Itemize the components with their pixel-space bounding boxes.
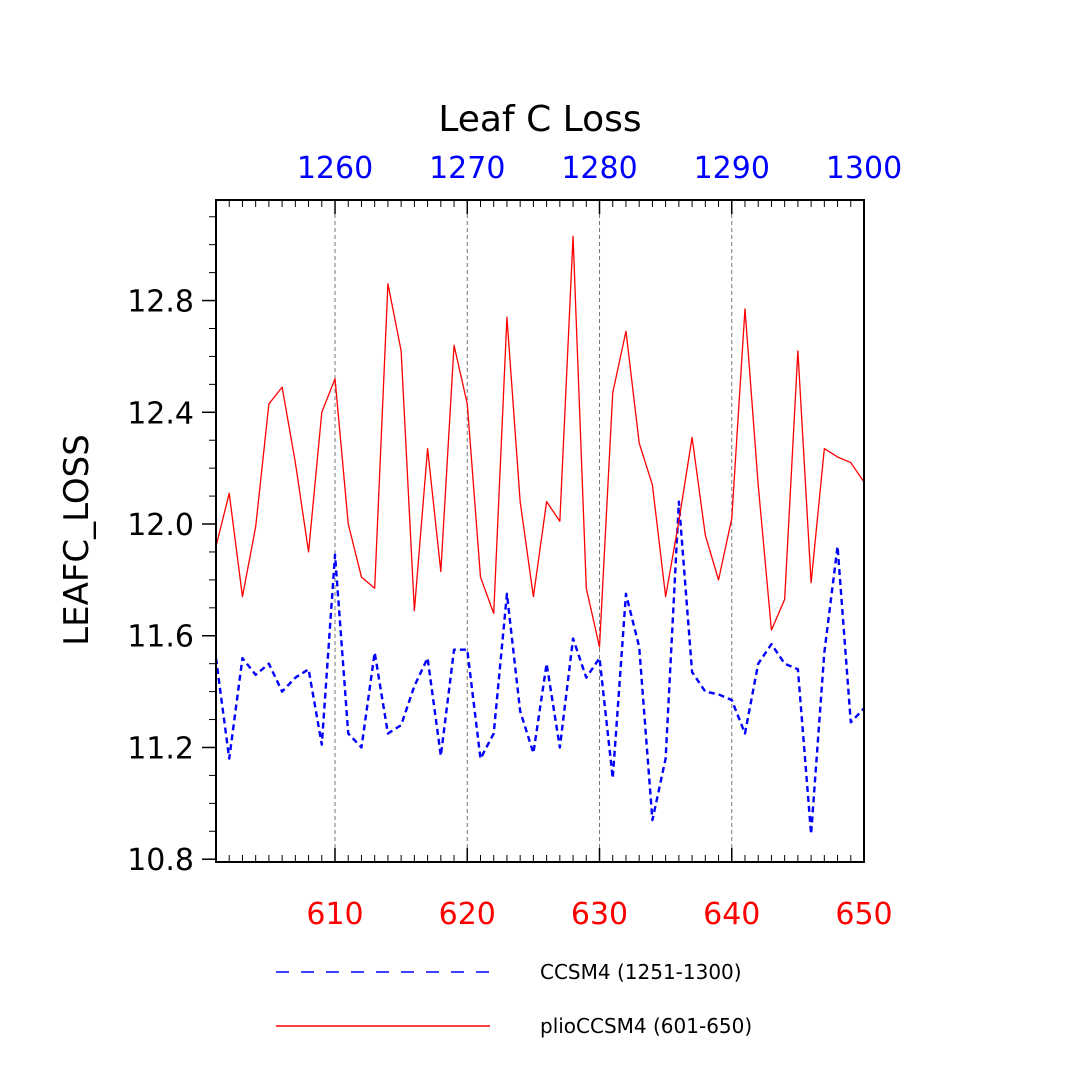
x-bottom-tick-label: 650	[835, 897, 892, 932]
legend: CCSM4 (1251-1300) plioCCSM4 (601-650)	[276, 960, 752, 1038]
x-bottom-tick-label: 640	[703, 897, 760, 932]
x-bottom-tick-label: 620	[439, 897, 496, 932]
y-tick-label: 12.0	[127, 508, 194, 543]
y-tick-label: 11.2	[127, 731, 194, 766]
y-tick-label: 10.8	[127, 843, 194, 878]
y-tick-label: 11.6	[127, 620, 194, 655]
x-bottom-tick-label: 630	[571, 897, 628, 932]
x-top-tick-label: 1260	[297, 151, 373, 186]
series-line-0	[214, 500, 865, 836]
grid-lines	[334, 200, 733, 862]
legend-label-pliocssm4: plioCCSM4 (601-650)	[540, 1014, 752, 1038]
legend-label-ccsm4: CCSM4 (1251-1300)	[540, 960, 742, 984]
x-top-tick-label: 1280	[561, 151, 637, 186]
x-top-tick-label: 1300	[826, 151, 902, 186]
y-tick-label: 12.8	[127, 285, 194, 320]
x-top-tick-label: 1290	[694, 151, 770, 186]
x-bottom-tick-label: 610	[306, 897, 363, 932]
y-tick-label: 12.4	[127, 396, 194, 431]
plot-frame	[215, 199, 865, 863]
axis-ticks: 610 620 630 640 650 1260 1270 1280 1290 1300 10.8 1…	[127, 151, 902, 932]
x-top-tick-label: 1270	[429, 151, 505, 186]
chart-title: Leaf C Loss	[438, 99, 641, 140]
series-line-1	[215, 235, 865, 648]
series-layer	[214, 235, 865, 836]
y-axis-label: LEAFC_LOSS	[57, 434, 97, 646]
